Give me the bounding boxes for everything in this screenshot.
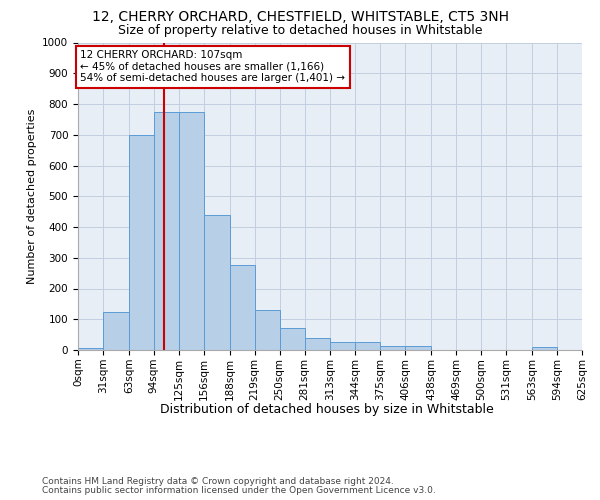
Bar [78, 348, 103, 350]
Bar [204, 214, 230, 350]
Bar [380, 346, 406, 350]
Text: Distribution of detached houses by size in Whitstable: Distribution of detached houses by size … [160, 402, 494, 415]
Bar [532, 347, 557, 350]
Bar [230, 266, 254, 350]
Bar [355, 342, 380, 350]
Text: Contains public sector information licensed under the Open Government Licence v3: Contains public sector information licen… [42, 486, 436, 495]
Bar [154, 112, 179, 350]
Y-axis label: Number of detached properties: Number of detached properties [26, 108, 37, 284]
Bar [254, 310, 280, 350]
Text: 12, CHERRY ORCHARD, CHESTFIELD, WHITSTABLE, CT5 3NH: 12, CHERRY ORCHARD, CHESTFIELD, WHITSTAB… [91, 10, 509, 24]
Text: 12 CHERRY ORCHARD: 107sqm
← 45% of detached houses are smaller (1,166)
54% of se: 12 CHERRY ORCHARD: 107sqm ← 45% of detac… [80, 50, 346, 84]
Text: Size of property relative to detached houses in Whitstable: Size of property relative to detached ho… [118, 24, 482, 37]
Bar [305, 338, 331, 350]
Text: Contains HM Land Registry data © Crown copyright and database right 2024.: Contains HM Land Registry data © Crown c… [42, 477, 394, 486]
Bar [103, 312, 129, 350]
Bar [406, 346, 431, 350]
Bar [331, 342, 355, 350]
Bar [129, 134, 154, 350]
Bar [280, 328, 305, 350]
Bar [179, 112, 204, 350]
